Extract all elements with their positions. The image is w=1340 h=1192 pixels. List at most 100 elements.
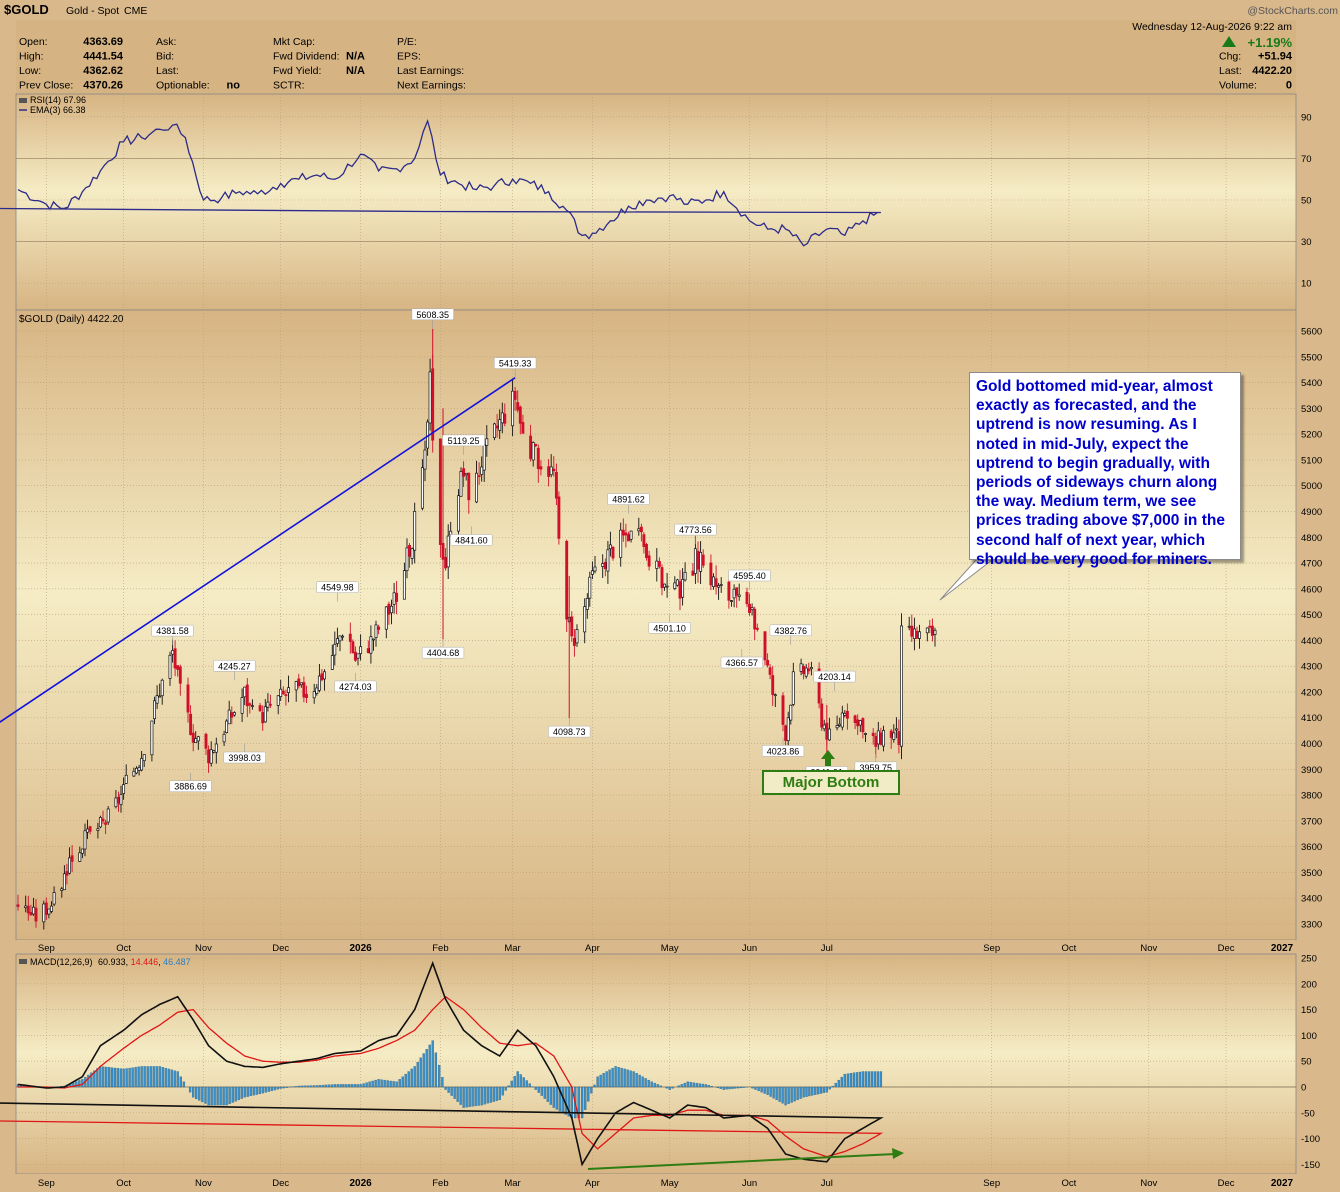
candle-body [258,705,262,712]
date-tick-label: Nov [195,943,212,954]
histogram-bar [492,1086,495,1102]
quote-header: $GOLD Gold - Spot CME @StockCharts.com [4,2,1338,17]
candle-body [335,638,339,644]
quote-label: Low: [19,65,41,77]
histogram-bar [629,1070,632,1088]
candle-body [374,624,378,638]
histogram-bar [282,1086,285,1089]
date-tick-label: Sep [38,1178,55,1189]
histogram-bar [444,1086,447,1090]
histogram-bar [306,1085,309,1088]
candle-body [351,641,355,654]
price-tick-label: 4700 [1301,559,1322,570]
histogram-bar [731,1086,734,1089]
rsi-legend-rsi: RSI(14) 67.96 [30,95,86,105]
histogram-bar [692,1082,695,1088]
candle-body [745,591,749,605]
candle-body [583,606,587,633]
candle-body [894,728,898,731]
histogram-bar [75,1081,78,1088]
price-tick-label: 4600 [1301,584,1322,595]
histogram-bar [167,1068,170,1088]
candle-body [464,472,468,476]
histogram-bar [219,1086,222,1106]
histogram-bar [861,1071,865,1088]
candle-body [791,671,795,705]
chart-date: Wednesday 12-Aug-2026 9:22 am [1132,21,1292,33]
quote-label: Volume: [1219,80,1257,92]
date-tick-label: May [661,943,679,954]
candle-body [699,552,703,572]
histogram-bar [626,1069,629,1088]
histogram-bar [819,1086,823,1094]
price-annotation: 4595.40 [728,569,771,591]
candle-body [498,419,502,431]
histogram-bar [742,1086,745,1088]
histogram-bar [339,1084,342,1088]
candle-body [536,447,540,469]
histogram-bar [419,1057,422,1088]
histogram-bar [359,1084,362,1088]
price-annotation: 4245.27 [213,660,256,681]
callout-note: Gold bottomed mid-year, almost exactly a… [969,372,1241,568]
candle-body [155,695,159,704]
svg-text:4023.86: 4023.86 [767,746,800,756]
price-tick-label: 4800 [1301,533,1322,544]
histogram-bar [273,1086,276,1091]
histogram-bar [107,1067,111,1088]
histogram-bar [327,1084,330,1088]
histogram-bar [312,1085,315,1088]
price-tick-label: 5400 [1301,378,1322,389]
histogram-bar [222,1086,225,1106]
date-tick-label: Sep [983,1178,1000,1189]
candle-body [608,544,612,550]
price-annotation: 4203.14 [813,670,856,692]
price-annotation: 4773.56 [674,523,717,545]
histogram-bar [620,1067,623,1088]
candle-body [611,546,615,559]
histogram-bar [671,1086,674,1089]
histogram-bar [93,1070,96,1088]
candle-body [366,648,370,654]
price-annotation: 5119.25 [442,434,485,455]
histogram-bar [294,1086,297,1088]
macd-legend-label: MACD(12,26,9) [30,957,93,967]
candle-body [928,625,932,628]
date-tick-label: 2026 [349,943,372,954]
price-annotation: 4841.60 [450,526,493,546]
candle-body [925,627,929,634]
candle-body [16,904,20,907]
candle-body [856,719,860,727]
candle-body [62,873,66,891]
date-tick-label: Jul [821,943,833,954]
macd-tick-label: 200 [1301,979,1317,990]
candle-body [423,449,427,470]
quote-value: 4370.26 [83,80,123,92]
candle-body [341,635,345,638]
candle-body [320,673,324,681]
histogram-bar [876,1071,880,1088]
histogram-bar [757,1086,760,1092]
histogram-bar [516,1071,519,1088]
up-arrow-icon [821,750,835,766]
price-tick-label: 5100 [1301,455,1322,466]
histogram-bar [513,1076,516,1088]
price-tick-label: 3600 [1301,842,1322,853]
histogram-bar [261,1086,264,1094]
histogram-bar [507,1085,510,1088]
candle-body [457,495,460,532]
candle-body [222,733,226,743]
histogram-bar [834,1082,837,1088]
candle-body [178,666,182,684]
date-tick-label: Feb [432,943,448,954]
histogram-bar [210,1086,213,1106]
histogram-bar [195,1086,198,1100]
histogram-bar [864,1071,868,1088]
candle-body [462,468,466,477]
candle-body [822,724,826,730]
major-bottom-badge: Major Bottom [762,770,900,795]
candle-body [495,425,499,429]
price-tick-label: 3900 [1301,765,1322,776]
histogram-bar [590,1086,593,1094]
candle-body [294,681,298,691]
